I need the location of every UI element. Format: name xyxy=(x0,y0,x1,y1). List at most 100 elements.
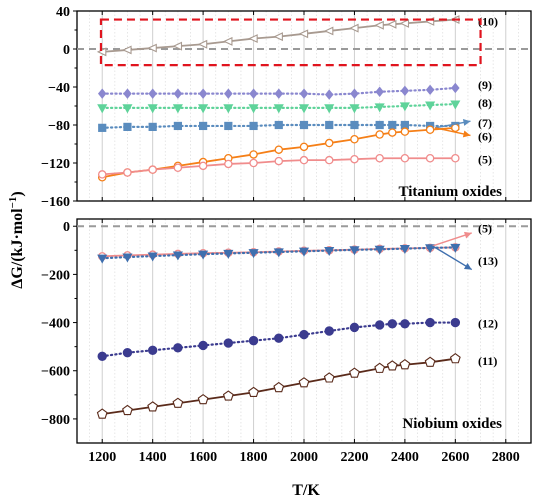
data-point xyxy=(248,386,259,398)
data-point xyxy=(299,120,309,130)
data-point xyxy=(173,88,183,99)
data-point xyxy=(172,397,184,408)
data-point xyxy=(122,253,133,263)
data-point xyxy=(350,134,359,144)
data-point xyxy=(123,122,132,132)
data-point xyxy=(324,104,335,114)
data-point xyxy=(451,82,460,94)
y-axis-title-close: ) xyxy=(9,191,26,196)
series-line xyxy=(102,126,456,179)
data-point xyxy=(96,408,108,419)
data-point xyxy=(274,88,284,99)
series-1 xyxy=(97,82,460,100)
data-point xyxy=(172,251,183,261)
data-point xyxy=(374,20,384,30)
data-point xyxy=(386,360,398,371)
data-point xyxy=(273,381,285,393)
series-label: (6) xyxy=(478,129,492,143)
data-point xyxy=(298,377,310,388)
data-point xyxy=(224,159,233,169)
series-line xyxy=(101,321,457,358)
data-point xyxy=(249,150,258,159)
data-point xyxy=(173,121,182,131)
data-point xyxy=(324,246,335,256)
data-point xyxy=(399,102,410,112)
panel-annotation: Titanium oxides xyxy=(399,184,503,200)
data-point xyxy=(324,155,334,165)
series-line xyxy=(102,357,456,415)
data-point xyxy=(450,243,461,253)
data-point xyxy=(349,367,360,378)
x-tick-label: 2200 xyxy=(340,450,368,465)
y-tick-label: −80 xyxy=(48,119,70,134)
series-label: (13) xyxy=(478,254,498,268)
data-point xyxy=(123,168,132,177)
data-point xyxy=(325,120,334,130)
data-point xyxy=(147,401,159,412)
data-point xyxy=(274,120,283,130)
data-point xyxy=(274,333,284,343)
arrow-series-7 xyxy=(435,119,471,129)
data-point xyxy=(324,326,334,336)
series-3 xyxy=(96,353,461,419)
data-point xyxy=(249,121,258,131)
data-point xyxy=(374,320,385,330)
data-point xyxy=(450,317,461,328)
series-label: (8) xyxy=(478,96,492,110)
y-tick-label: 40 xyxy=(56,5,70,20)
data-point xyxy=(148,122,157,132)
data-point xyxy=(388,128,397,137)
data-point xyxy=(248,104,259,114)
data-point xyxy=(122,404,133,416)
x-axis-title: T/K xyxy=(292,482,320,499)
y-tick-label: −200 xyxy=(41,268,70,283)
data-point xyxy=(198,340,208,351)
data-point xyxy=(425,84,435,96)
x-tick-label: 1600 xyxy=(189,450,217,465)
data-point xyxy=(274,145,284,154)
arrow-series-5 xyxy=(432,231,472,247)
series-label: (5) xyxy=(478,221,492,235)
y-tick-label: −600 xyxy=(41,365,70,380)
data-point xyxy=(425,101,436,111)
series-5 xyxy=(97,153,460,179)
data-point xyxy=(148,88,157,99)
data-point xyxy=(222,390,234,401)
y-tick-label: −120 xyxy=(41,157,70,172)
series-label: (12) xyxy=(478,317,498,331)
series-0 xyxy=(96,15,460,57)
data-point xyxy=(425,153,435,163)
data-point xyxy=(197,393,209,405)
data-point xyxy=(223,249,234,259)
highlight-box xyxy=(99,18,482,67)
data-point xyxy=(451,123,460,133)
data-point xyxy=(98,123,107,132)
data-point xyxy=(349,104,360,114)
data-point xyxy=(198,161,208,171)
data-point xyxy=(400,127,410,136)
series-label: (11) xyxy=(478,354,497,368)
data-point xyxy=(299,142,309,152)
data-point xyxy=(400,153,410,163)
data-point xyxy=(122,104,133,114)
data-point xyxy=(399,18,410,28)
data-point xyxy=(198,250,209,260)
x-tick-label: 2800 xyxy=(492,450,520,465)
y-tick-label: −800 xyxy=(41,413,70,428)
data-point xyxy=(249,158,258,168)
data-point xyxy=(388,120,397,130)
series-line xyxy=(101,123,457,129)
data-point xyxy=(223,338,234,348)
arrow-series-6 xyxy=(435,127,471,138)
data-point xyxy=(375,120,384,130)
data-point xyxy=(298,29,309,39)
data-point xyxy=(349,322,360,333)
series-1 xyxy=(97,243,461,264)
data-point xyxy=(425,125,435,135)
series-label: (9) xyxy=(478,78,492,92)
data-point xyxy=(299,155,309,165)
data-point xyxy=(173,163,183,172)
data-point xyxy=(400,85,410,96)
data-point xyxy=(349,246,360,256)
data-point xyxy=(222,36,233,46)
